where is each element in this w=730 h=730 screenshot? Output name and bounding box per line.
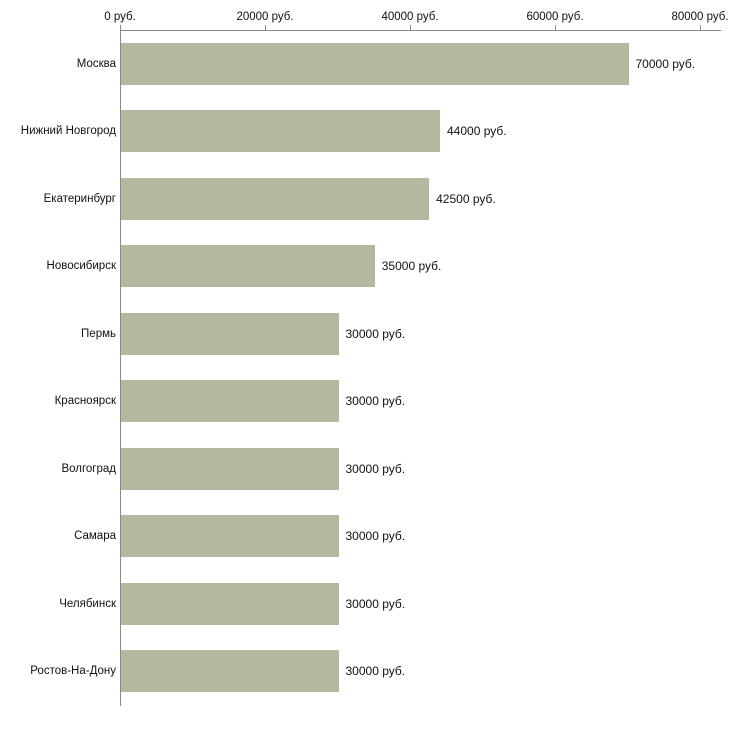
bar-value-label: 30000 руб. [345, 461, 406, 476]
x-axis-tick-mark [410, 25, 411, 30]
y-axis-line [120, 30, 121, 706]
x-axis-tick-mark [265, 25, 266, 30]
bar [121, 447, 339, 490]
bar [121, 582, 339, 625]
y-axis-category-label: Самара [74, 530, 116, 543]
bar-value-label: 30000 руб. [345, 664, 406, 679]
y-axis-category-label: Красноярск [54, 395, 116, 408]
x-axis-tick-label: 0 руб. [104, 11, 136, 23]
bar [121, 42, 629, 85]
bar-value-label: 30000 руб. [345, 596, 406, 611]
bar [121, 515, 339, 558]
y-axis-category-label: Новосибирск [46, 260, 116, 273]
bar-value-label: 30000 руб. [345, 529, 406, 544]
x-axis-tick-mark [120, 25, 121, 30]
bar-value-label: 44000 руб. [447, 124, 507, 139]
x-axis-tick-label: 20000 руб. [236, 11, 294, 23]
y-axis-category-label: Екатеринбург [43, 192, 116, 205]
bar-value-label: 42500 руб. [436, 191, 496, 206]
bar [121, 650, 339, 693]
y-axis-category-label: Волгоград [61, 462, 116, 475]
y-axis-category-label: Нижний Новгород [20, 125, 116, 138]
x-axis-tick-label: 40000 руб. [381, 11, 439, 23]
x-axis-tick-mark [700, 25, 701, 30]
x-axis-tick-label: 80000 руб. [671, 11, 729, 23]
bar [121, 110, 440, 153]
bar-value-label: 30000 руб. [345, 394, 406, 409]
bar-value-label: 70000 руб. [635, 56, 696, 71]
bar [121, 312, 339, 355]
y-axis-category-label: Москва [76, 57, 116, 70]
x-axis-tick-mark [555, 25, 556, 30]
bar [121, 380, 339, 423]
y-axis-category-label: Челябинск [59, 597, 116, 610]
bar-value-label: 35000 руб. [381, 259, 442, 274]
bar-value-label: 30000 руб. [345, 326, 406, 341]
y-axis-category-label: Ростов-На-Дону [30, 665, 116, 678]
bar [121, 177, 430, 220]
x-axis-tick-label: 60000 руб. [526, 11, 584, 23]
bar [121, 245, 375, 288]
y-axis-category-label: Пермь [81, 327, 116, 340]
x-axis-line [120, 30, 721, 31]
